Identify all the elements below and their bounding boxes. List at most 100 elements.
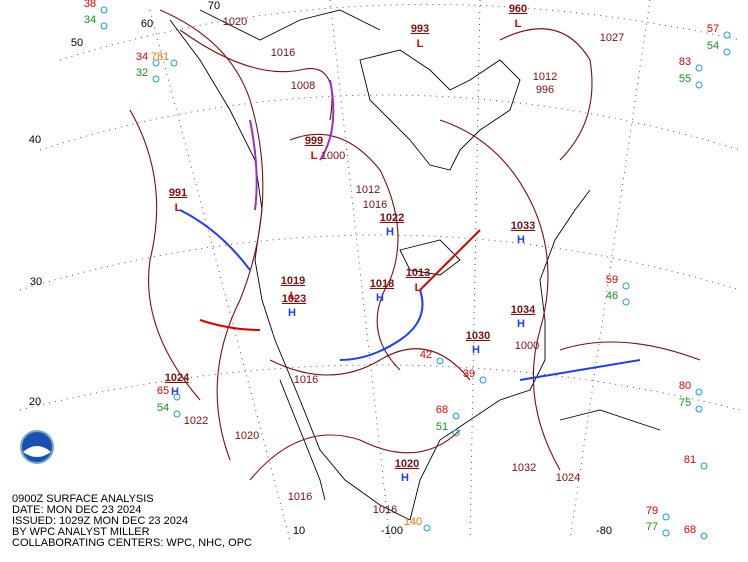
caption-line: 0900Z SURFACE ANALYSIS <box>12 493 154 505</box>
station-value: 34 <box>136 51 148 63</box>
isobar-label: 1016 <box>363 199 387 211</box>
station-dot <box>452 412 460 420</box>
low-symbol: L <box>175 202 182 214</box>
isobar-label: 1024 <box>556 472 580 484</box>
station-value: 80 <box>679 380 691 392</box>
station-value: 54 <box>157 402 169 414</box>
isobar-label: 1000 <box>321 150 345 162</box>
low-symbol: L <box>515 18 522 30</box>
high-pressure: 1020 <box>395 458 419 470</box>
low-pressure: 1019 <box>281 275 305 287</box>
longitude-label: 70 <box>208 0 220 12</box>
station-dot <box>100 22 108 30</box>
isobar <box>249 429 461 481</box>
cold-front <box>519 359 641 381</box>
isobar <box>129 109 201 401</box>
station-value: 75 <box>679 397 691 409</box>
station-dot <box>622 282 630 290</box>
coastline <box>169 19 411 521</box>
high-symbol: H <box>472 344 480 356</box>
station-dot <box>723 31 731 39</box>
isobar-label: 1016 <box>373 504 397 516</box>
latitude-label: 30 <box>30 276 42 288</box>
low-pressure: 991 <box>169 187 187 199</box>
station-dot <box>700 532 708 540</box>
isobar-label: 1012 <box>533 71 557 83</box>
isobar <box>159 9 264 461</box>
logo-bird <box>23 446 51 457</box>
isobar <box>289 133 401 371</box>
occluded-front <box>249 119 258 211</box>
station-dot <box>452 429 460 437</box>
caption-line: ISSUED: 1029Z MON DEC 23 2024 <box>12 515 188 527</box>
station-value: 51 <box>436 421 448 433</box>
station-dot <box>695 81 703 89</box>
high-symbol: H <box>386 226 394 238</box>
high-symbol: H <box>517 234 525 246</box>
station-value: 83 <box>679 56 691 68</box>
caribbean <box>559 409 661 431</box>
station-dot <box>100 6 108 14</box>
caption-line: DATE: MON DEC 23 2024 <box>12 504 141 516</box>
isobar <box>269 348 471 381</box>
latitude-label: 20 <box>29 396 41 408</box>
longitude-label: -100 <box>381 525 403 537</box>
high-symbol: H <box>376 292 384 304</box>
station-value: 59 <box>606 274 618 286</box>
cold-front <box>339 289 424 361</box>
latitude-label: 40 <box>29 134 41 146</box>
station-dot <box>695 64 703 72</box>
isobar-label: 996 <box>536 84 554 96</box>
station-dot <box>700 462 708 470</box>
high-pressure: 1034 <box>511 304 536 316</box>
grid-line <box>19 234 741 291</box>
station-value: 32 <box>136 67 148 79</box>
station-value: 55 <box>679 73 691 85</box>
station-value: 34 <box>84 14 96 26</box>
station-value: 65 <box>157 385 169 397</box>
low-symbol: L <box>290 290 297 302</box>
high-pressure: 1033 <box>511 220 535 232</box>
station-value: 81 <box>684 454 696 466</box>
grid-line <box>149 9 291 541</box>
station-dot <box>436 357 444 365</box>
low-symbol: L <box>417 38 424 50</box>
great-lakes <box>399 239 461 276</box>
station-value: 57 <box>707 23 719 35</box>
high-symbol: H <box>517 318 525 330</box>
coastlines <box>169 9 661 521</box>
isobar <box>499 28 593 161</box>
hudson-bay <box>359 49 521 171</box>
latitude-label: 50 <box>71 37 83 49</box>
occluded-front <box>319 79 335 161</box>
high-pressure: 1018 <box>370 278 394 290</box>
station-dot <box>173 410 181 418</box>
station-value: 68 <box>436 404 448 416</box>
isobar-label: 1032 <box>512 462 536 474</box>
noaa-logo <box>20 430 54 464</box>
station-value: 39 <box>463 368 475 380</box>
warm-front <box>419 229 481 291</box>
high-symbol: H <box>401 472 409 484</box>
station-dot <box>152 75 160 83</box>
station-dot <box>723 48 731 56</box>
high-symbol: H <box>288 307 296 319</box>
isobar-label: 1000 <box>515 340 539 352</box>
high-pressure: 1022 <box>380 212 404 224</box>
station-dot <box>695 405 703 413</box>
grid-line <box>329 0 391 541</box>
station-value: 46 <box>606 290 618 302</box>
station-dot <box>479 376 487 384</box>
grid-line <box>39 94 741 151</box>
station-dot <box>173 393 181 401</box>
high-pressure: 1023 <box>282 293 306 305</box>
isobar-label: 1016 <box>271 47 295 59</box>
longitude-label: -80 <box>596 525 612 537</box>
low-pressure: 960 <box>509 3 527 15</box>
station-dot <box>622 298 630 306</box>
station-dot <box>152 59 160 67</box>
isobar-label: 1016 <box>294 374 318 386</box>
grid-line <box>569 0 651 541</box>
arctic-coast <box>199 9 381 41</box>
